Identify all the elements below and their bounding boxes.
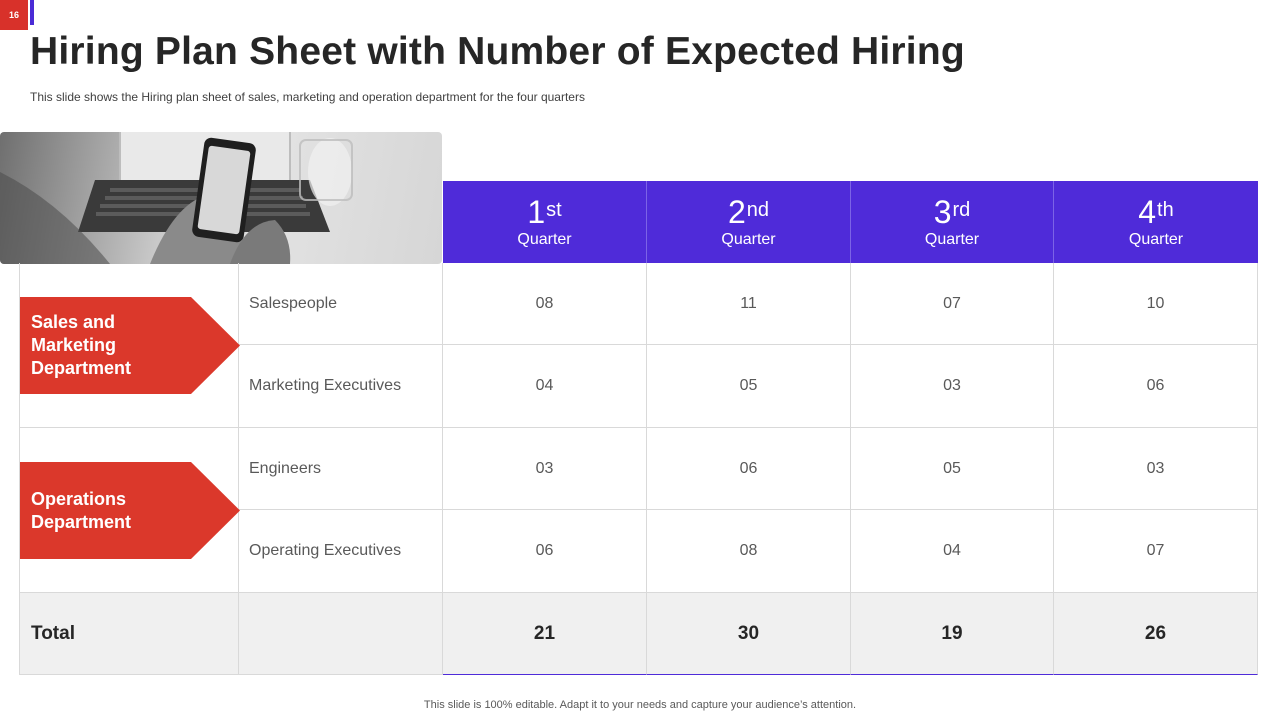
total-cell: 30 [647, 593, 851, 675]
total-cell: 21 [443, 593, 647, 675]
sales-marketing-department-arrow: Sales and Marketing Department [20, 297, 240, 394]
table-cell: 06 [647, 428, 851, 510]
total-cell: 26 [1054, 593, 1258, 675]
laptop-phone-illustration [0, 132, 353, 264]
table-cell: 03 [1054, 428, 1258, 510]
hiring-plan-table: 1st Quarter 2nd Quarter 3rd Quarter 4th … [19, 181, 1258, 675]
hand-with-phone-image [0, 132, 442, 264]
quarter-ordinal: 1st [527, 194, 562, 230]
quarter-header-4: 4th Quarter [1054, 181, 1258, 263]
total-cell: 19 [851, 593, 1054, 675]
page-title: Hiring Plan Sheet with Number of Expecte… [30, 30, 965, 73]
slide-number-accent [30, 0, 34, 25]
footer-note: This slide is 100% editable. Adapt it to… [423, 699, 857, 711]
table-cell: 03 [443, 428, 647, 510]
quarter-label: Quarter [924, 231, 980, 248]
quarter-label: Quarter [721, 231, 776, 248]
total-label: Total [19, 593, 239, 675]
quarter-header-2: 2nd Quarter [647, 181, 851, 263]
quarter-ordinal: 4th [1138, 194, 1174, 230]
quarter-ordinal: 2nd [727, 194, 770, 230]
role-label: Operating Executives [239, 510, 443, 593]
table-cell: 08 [647, 510, 851, 593]
role-label: Marketing Executives [239, 345, 443, 428]
role-label: Salespeople [239, 263, 443, 345]
quarter-header-3: 3rd Quarter [851, 181, 1054, 263]
table-cell: 11 [647, 263, 851, 345]
department-name: Sales and Marketing Department [31, 312, 132, 378]
table-cell: 10 [1054, 263, 1258, 345]
table-cell: 08 [443, 263, 647, 345]
table-cell: 07 [1054, 510, 1258, 593]
quarter-label: Quarter [517, 231, 572, 248]
total-empty-cell [239, 593, 443, 675]
quarter-label: Quarter [1128, 231, 1184, 248]
table-cell: 04 [443, 345, 647, 428]
table-cell: 05 [851, 428, 1054, 510]
role-label: Engineers [239, 428, 443, 510]
slide-number: 16 [0, 0, 28, 30]
department-name: Operations Department [31, 488, 132, 532]
quarter-ordinal: 3rd [933, 194, 971, 230]
table-cell: 04 [851, 510, 1054, 593]
table-cell: 07 [851, 263, 1054, 345]
table-cell: 06 [443, 510, 647, 593]
quarter-header-1: 1st Quarter [443, 181, 647, 263]
table-cell: 03 [851, 345, 1054, 428]
page-subtitle: This slide shows the Hiring plan sheet o… [30, 90, 585, 104]
table-cell: 06 [1054, 345, 1258, 428]
table-cell: 05 [647, 345, 851, 428]
operations-department-arrow: Operations Department [20, 462, 240, 559]
